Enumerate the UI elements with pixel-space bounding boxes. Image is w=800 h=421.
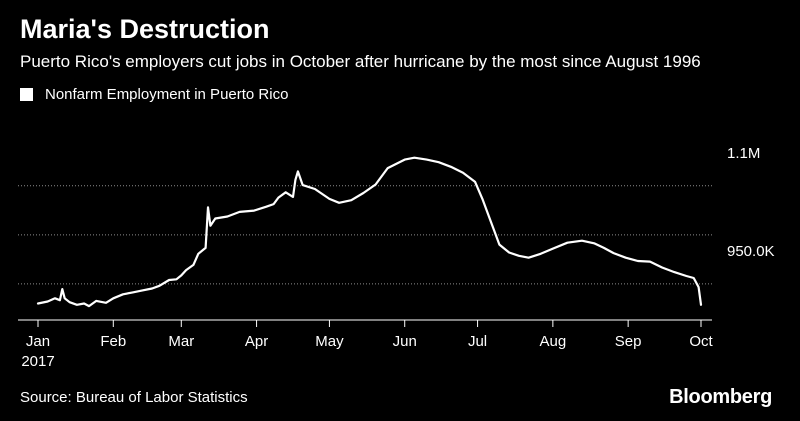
x-tick-label: May — [315, 333, 344, 350]
x-tick-label: Aug — [540, 333, 567, 350]
x-tick-label: Jan — [26, 333, 50, 350]
x-tick-label: Mar — [168, 333, 194, 350]
y-tick-label: 1.1M — [727, 145, 760, 162]
series-layer — [36, 156, 703, 308]
x-tick-label: Oct — [689, 333, 713, 350]
x-tick-label: Sep — [615, 333, 642, 350]
grid-layer — [18, 185, 712, 285]
legend-label: Nonfarm Employment in Puerto Rico — [45, 86, 289, 103]
x-tick-label: Jun — [393, 333, 417, 350]
source-note: Source: Bureau of Labor Statistics — [20, 389, 248, 406]
x-tick-label: Jul — [468, 333, 487, 350]
chart-title: Maria's Destruction — [20, 14, 270, 44]
bloomberg-logo: Bloomberg — [669, 386, 772, 408]
legend: Nonfarm Employment in Puerto Rico — [20, 86, 288, 103]
legend-swatch — [20, 88, 33, 101]
series-line — [36, 156, 703, 308]
x-tick-label: Apr — [245, 333, 268, 350]
y-tick-label: 950.0K — [727, 243, 775, 260]
x-tick-label: Feb — [100, 333, 126, 350]
axis-layer: 950.0K 1.1M Jan Feb Mar Apr May Jun Jul Aug Sep Oct… — [18, 145, 775, 370]
chart-subtitle: Puerto Rico's employers cut jobs in Octo… — [20, 52, 701, 71]
x-year-label: 2017 — [21, 353, 54, 370]
